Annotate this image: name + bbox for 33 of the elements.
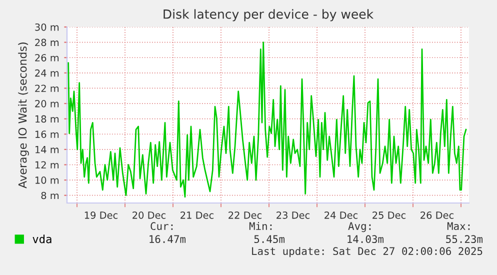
legend-label: vda	[32, 234, 52, 244]
x-tick-label: 23 Dec	[276, 212, 310, 219]
x-tick-label: 21 Dec	[180, 212, 214, 219]
x-tick-label: 20 Dec	[132, 212, 166, 219]
text: Avg:	[348, 222, 371, 232]
y-tick-label: 8 m	[41, 192, 59, 200]
text: 16.47m	[150, 235, 186, 244]
y-tick-label: 18 m	[36, 115, 59, 123]
y-axis-title: Average IO Wait (seconds)	[18, 42, 29, 188]
x-tick-label: 24 Dec	[324, 212, 358, 219]
text: Cur:	[150, 222, 173, 230]
y-tick-label: 22 m	[35, 84, 59, 92]
text: Min:	[249, 222, 272, 230]
text: Last update: Sat Dec 27 02:00:06 2025	[252, 246, 482, 258]
y-tick-label: 26 m	[35, 54, 59, 62]
y-tick-label: 10 m	[36, 176, 59, 184]
y-tick-label: 16 m	[36, 130, 59, 138]
text: 55.23m	[446, 235, 483, 244]
chart-title: Disk latency per device - by week	[164, 9, 374, 22]
y-tick-label: 20 m	[35, 100, 59, 108]
text: 5.45m	[254, 235, 285, 244]
text: Max:	[447, 222, 470, 230]
y-tick-label: 28 m	[35, 38, 59, 46]
x-tick-label: 22 Dec	[228, 212, 262, 219]
text: 14.03m	[348, 235, 384, 244]
y-tick-label: 24 m	[35, 69, 59, 77]
y-tick-label: 12 m	[36, 161, 59, 168]
y-tick-label: 30 m	[35, 23, 59, 31]
y-tick-label: 14 m	[36, 146, 59, 154]
line-series	[68, 42, 467, 198]
x-tick-label: 19 Dec	[84, 212, 118, 219]
x-tick-label: 25 Dec	[372, 212, 406, 219]
x-tick-label: 26 Dec	[420, 212, 454, 219]
